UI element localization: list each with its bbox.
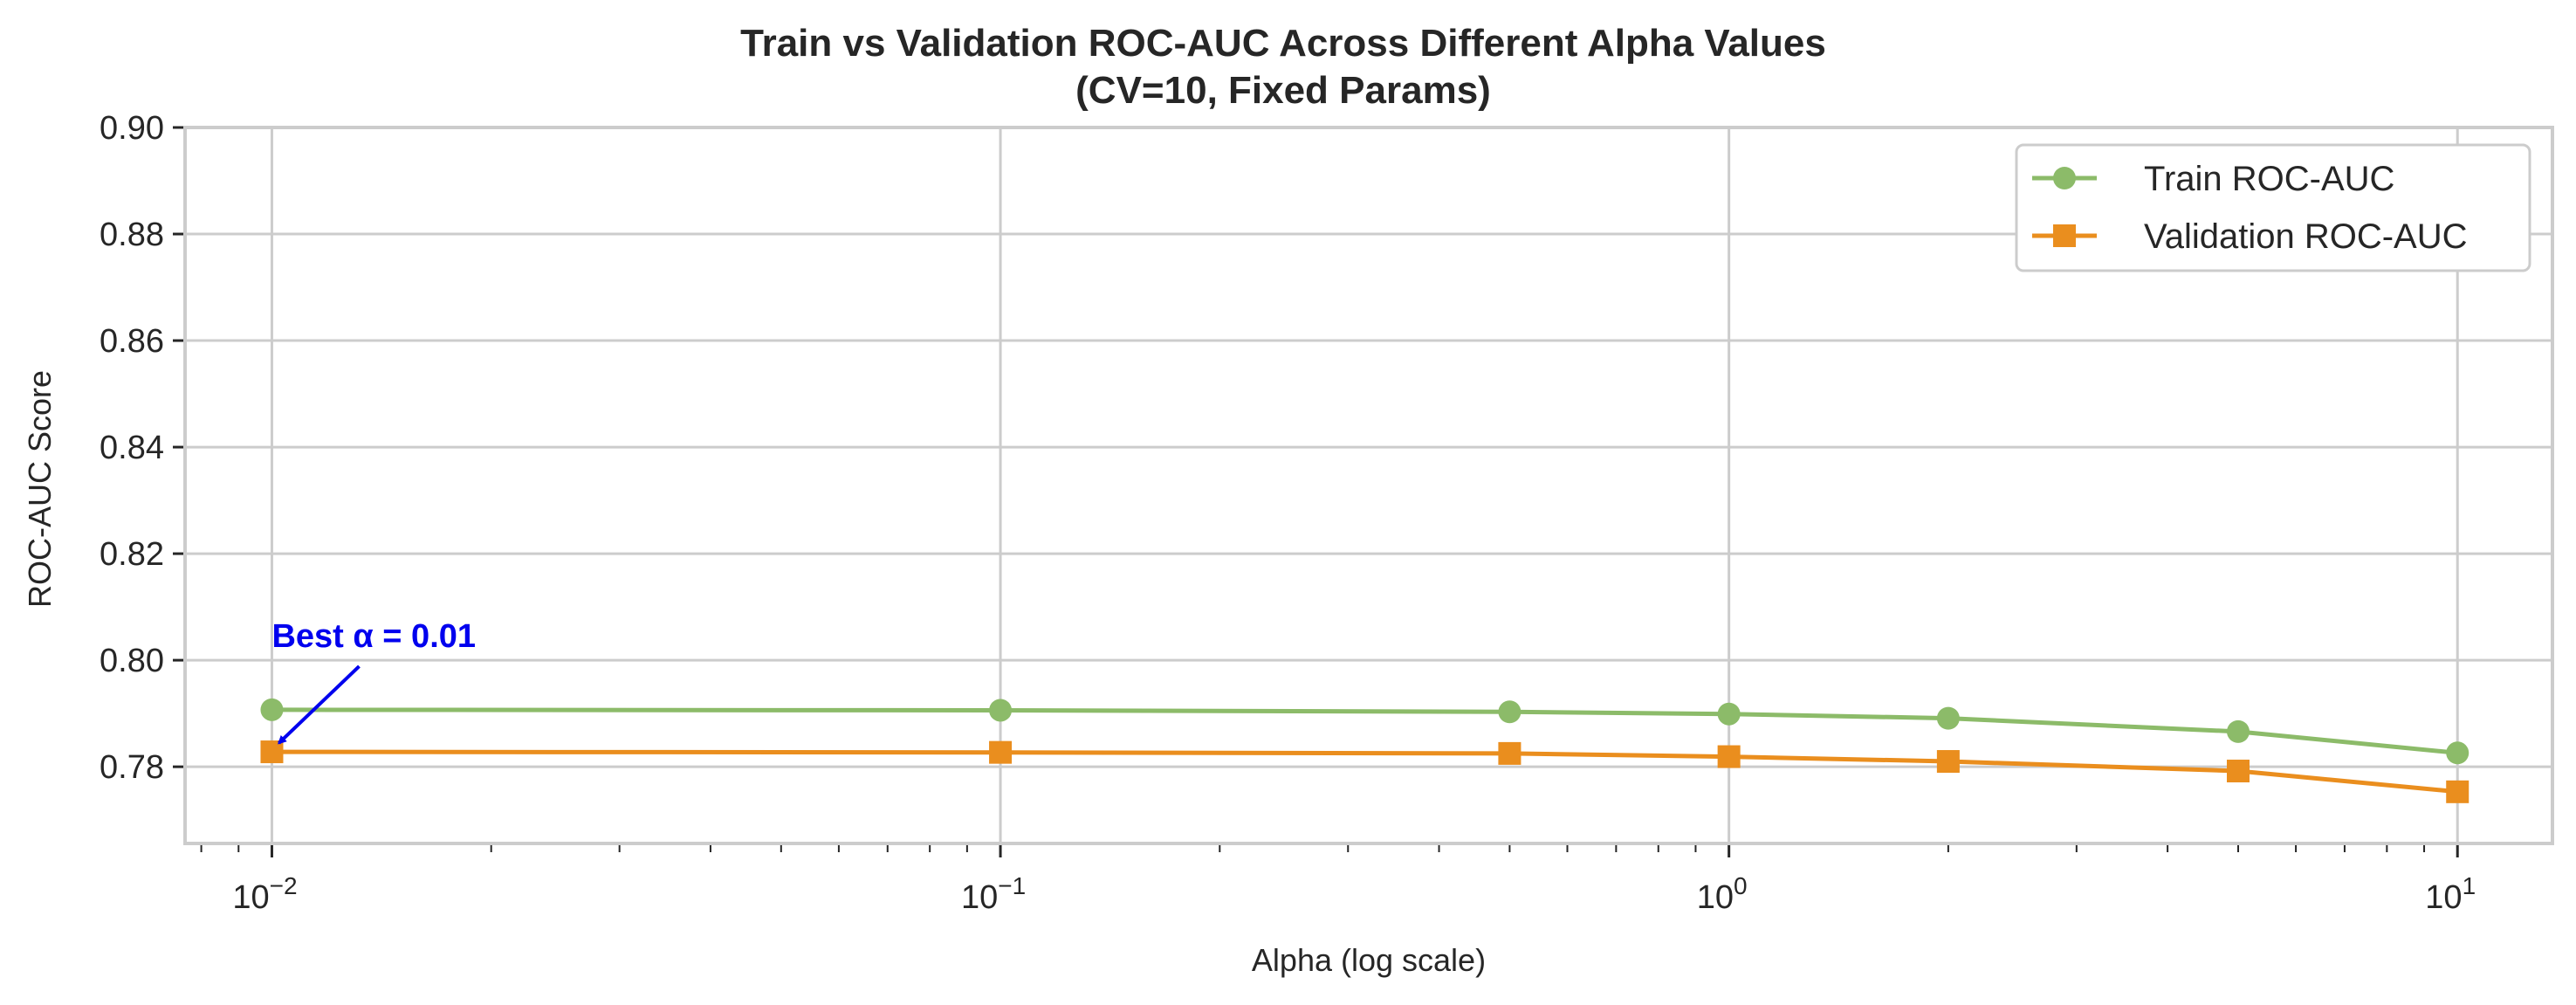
y-tick-label: 0.82 xyxy=(100,536,164,573)
x-tick-label: 10−2 xyxy=(232,872,297,916)
y-tick-label: 0.78 xyxy=(100,749,164,786)
y-tick-label: 0.90 xyxy=(100,110,164,147)
data-point xyxy=(1498,741,1522,765)
y-tick-label: 0.80 xyxy=(100,643,164,679)
y-axis-label: ROC-AUC Score xyxy=(22,370,58,608)
annotation-layer: Best α = 0.01 xyxy=(271,618,476,745)
data-point xyxy=(2446,741,2470,765)
data-point xyxy=(2226,719,2250,743)
axes: 0.78 0.80 0.82 0.84 0.86 0.88 0.90 10−2 10−1 100 1… xyxy=(100,110,2554,916)
data-point xyxy=(1936,750,1960,774)
legend: Train ROC-AUC Validation ROC-AUC xyxy=(2015,143,2531,272)
legend-label: Validation ROC-AUC xyxy=(2144,217,2468,256)
legend-marker xyxy=(2053,224,2076,247)
best-alpha-annotation: Best α = 0.01 xyxy=(271,618,476,655)
x-tick-label: 10−1 xyxy=(961,872,1026,916)
annotation-arrow xyxy=(278,664,361,745)
chart-subtitle: (CV=10, Fixed Params) xyxy=(1075,69,1491,112)
plot-frame xyxy=(183,126,2554,845)
x-tick-label: 101 xyxy=(2425,872,2476,916)
data-point xyxy=(1498,700,1522,724)
legend-label: Train ROC-AUC xyxy=(2144,160,2394,198)
data-point xyxy=(1936,706,1960,730)
chart-title: Train vs Validation ROC-AUC Across Diffe… xyxy=(740,22,1826,65)
series-line-2 xyxy=(271,749,2458,795)
data-point xyxy=(1717,702,1741,726)
legend-box xyxy=(2015,143,2531,272)
y-tick-label: 0.84 xyxy=(100,430,164,466)
data-point xyxy=(2226,760,2250,783)
series-layer xyxy=(260,698,2470,803)
data-point xyxy=(989,740,1013,764)
data-point xyxy=(1717,745,1741,768)
data-point xyxy=(989,699,1013,722)
data-point xyxy=(2446,780,2470,803)
y-tick-label: 0.88 xyxy=(100,217,164,253)
data-point xyxy=(260,698,284,721)
x-axis-label: Alpha (log scale) xyxy=(1252,942,1486,978)
legend-marker xyxy=(2053,167,2076,189)
y-tick-label: 0.86 xyxy=(100,323,164,360)
series-line-1 xyxy=(271,707,2458,755)
x-tick-label: 100 xyxy=(1697,872,1748,916)
